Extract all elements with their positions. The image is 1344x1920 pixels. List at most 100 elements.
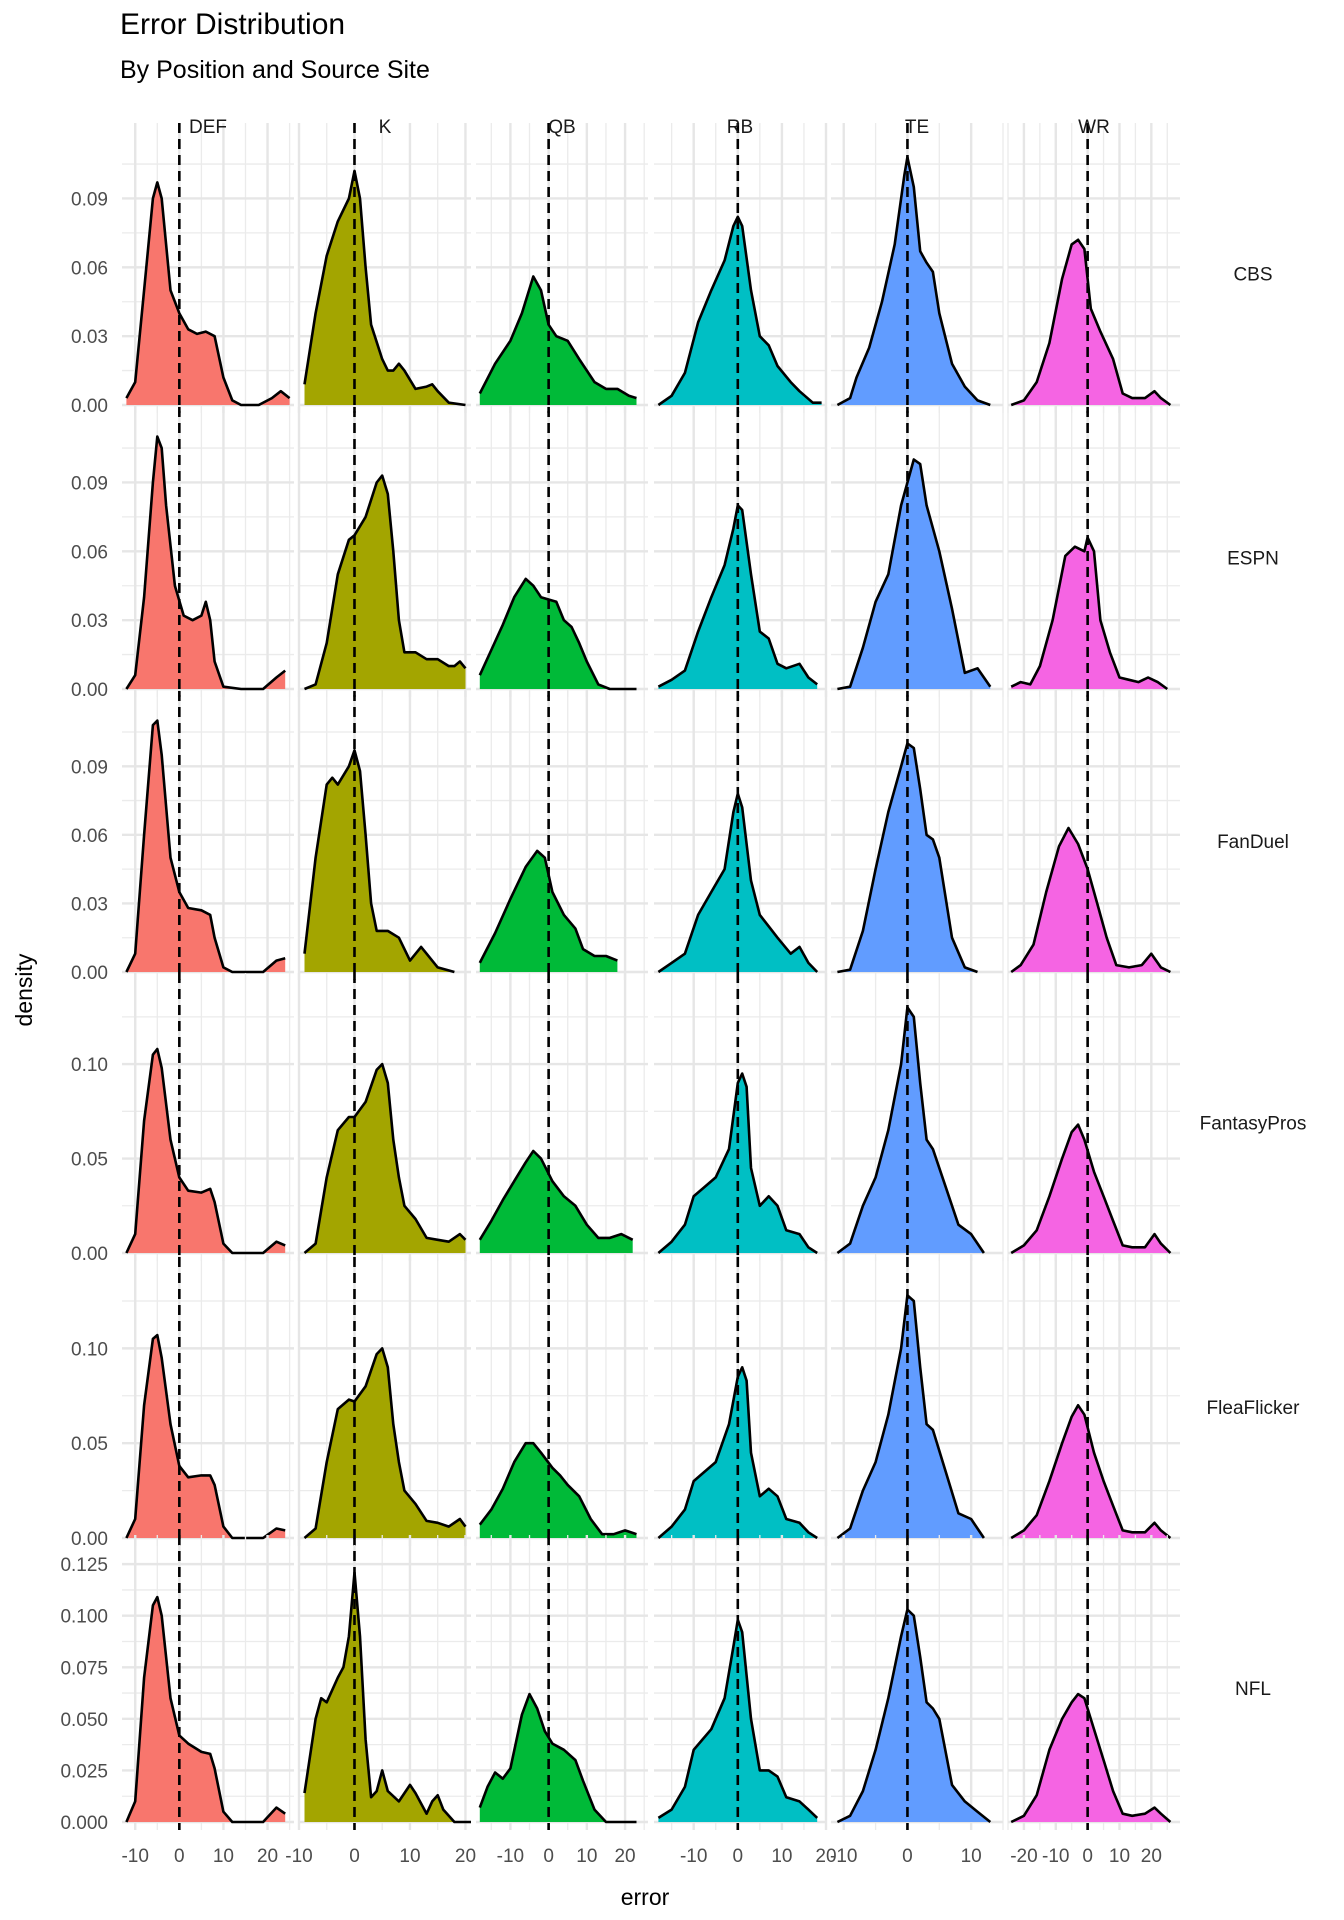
density-area-WR [1011,1694,1171,1822]
panel-FleaFlicker-QB [476,1257,648,1546]
x-tick-label: 10 [1109,1846,1130,1867]
panel-FantasyPros-QB [476,973,648,1261]
density-line-WR [1010,1123,1172,1255]
panel-FanDuel-WR [1007,691,1180,980]
y-tick-label: 0.10 [71,1339,108,1360]
panel-NFL-RB: -10 0 10 20 [654,1535,837,1867]
x-tick-label: -10 [680,1846,707,1867]
density-line-WR [1010,536,1169,691]
density-line-K [303,169,466,407]
density-line-K [304,474,467,691]
y-tick-label: 0.03 [71,894,108,915]
density-line-TE [837,742,978,974]
x-tick-label: 0 [733,1846,744,1867]
density-area-WR [1011,537,1168,689]
y-tick-label: 0.06 [71,826,108,847]
y-axis-label: density [11,953,37,1026]
density-line-RB [657,792,819,974]
y-tick-label: 0.00 [71,1244,108,1265]
x-tick-label: -10 [285,1846,312,1867]
y-tick-label: 0.03 [71,327,108,348]
density-line-TE [836,155,991,407]
panel-ESPN-DEF [122,407,294,697]
panel-NFL-K: -10 0 10 20 [285,1535,476,1867]
y-tick-label: 0.000 [60,1813,108,1834]
density-line-RB [657,1072,818,1255]
column-strip-QB: QB [548,117,575,138]
density-line-QB [478,1441,637,1536]
density-line-DEF [125,1595,286,1824]
panel-FantasyPros-RB [654,973,828,1261]
density-line-QB [478,849,618,964]
panel-ESPN-RB [654,407,828,697]
panel-CBS-TE: TE [831,117,1004,413]
density-line-RB [657,504,819,688]
y-tick-label: 0.10 [71,1055,108,1076]
column-strip-TE: TE [905,117,929,138]
panel-CBS-DEF: DEF [122,117,294,413]
density-line-TE [836,1294,985,1540]
x-axis-label: error [621,1884,670,1910]
y-tick-label: 0.06 [71,258,108,279]
y-tick-label: 0.00 [71,1529,108,1550]
panel-ESPN-WR [1007,407,1180,697]
y-tick-label: 0.125 [60,1555,108,1576]
x-tick-label: 10 [771,1846,792,1867]
x-tick-label: 20 [815,1846,836,1867]
density-line-WR [1010,238,1172,407]
y-tick-label: 0.050 [60,1710,108,1731]
panel-FanDuel-DEF [122,691,294,980]
panel-CBS-WR: WR [1007,117,1180,413]
panel-FleaFlicker-TE [831,1257,1004,1546]
density-line-WR [1010,1692,1172,1824]
x-tick-label: 10 [213,1846,234,1867]
density-line-DEF [125,435,287,691]
density-line-RB [657,1618,819,1820]
panel-NFL-DEF: -10 0 10 20 [121,1535,294,1867]
x-tick-label: -20 [1010,1846,1037,1867]
y-tick-label: 0.09 [71,757,108,778]
density-area-QB [479,1443,637,1538]
density-area-DEF [126,436,286,689]
panel-FleaFlicker-RB [654,1257,828,1546]
x-tick-label: 20 [1141,1846,1162,1867]
row-strip-FanDuel: FanDuel [1217,832,1289,853]
density-area-QB [479,578,637,689]
density-area-K [304,1064,466,1253]
panel-FanDuel-K [297,691,471,980]
density-line-TE [837,458,992,691]
x-tick-label: 0 [174,1846,185,1867]
panel-CBS-K: K [297,117,471,413]
chart-title: Error Distribution [120,8,346,41]
x-tick-label: 10 [576,1846,597,1867]
x-tick-label: 20 [455,1846,476,1867]
x-tick-label: 0 [349,1846,360,1867]
density-line-TE [836,1608,992,1824]
density-area-TE [837,459,991,689]
panel-CBS-QB: QB [476,117,648,413]
density-area-K [304,475,466,689]
row-strip-ESPN: ESPN [1227,549,1279,570]
density-area-RB [658,793,818,972]
x-tick-label: 20 [614,1846,635,1867]
y-tick-label: 0.06 [71,542,108,563]
density-line-K [303,1062,467,1254]
panel-FanDuel-QB [476,691,648,980]
density-line-WR [1010,826,1171,974]
density-area-RB [658,216,822,405]
row-strip-FleaFlicker: FleaFlicker [1207,1398,1301,1419]
y-tick-label: 0.05 [71,1150,108,1171]
density-line-DEF [125,1047,286,1255]
column-strip-WR: WR [1078,117,1110,138]
column-strip-RB: RB [727,117,753,138]
panel-ESPN-K [297,407,471,697]
panel-FanDuel-TE [831,691,1004,980]
density-area-QB [479,276,637,405]
panel-FantasyPros-K [297,973,471,1261]
column-strip-DEF: DEF [189,117,227,138]
density-line-WR [1010,1404,1172,1540]
density-area-K [304,750,455,972]
x-tick-label: 0 [543,1846,554,1867]
density-line-DEF [125,719,286,974]
